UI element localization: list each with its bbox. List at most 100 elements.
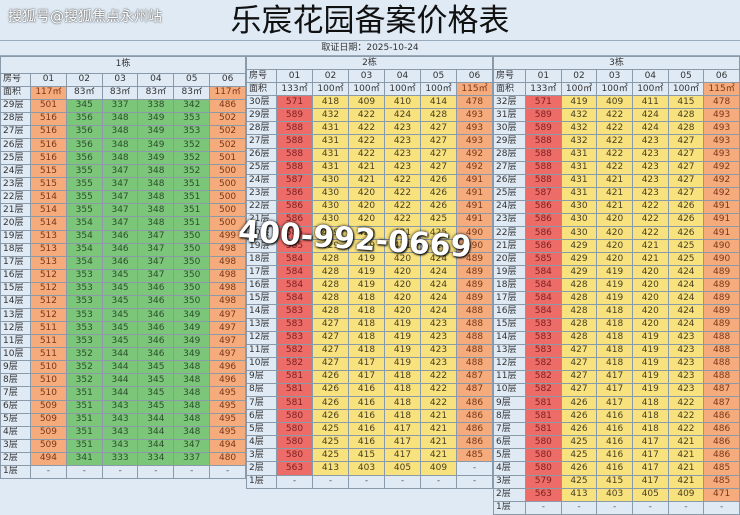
unit-price: 500 [209,177,246,192]
unit-price: 422 [420,369,457,384]
unit-price: 420 [596,252,633,267]
building-name: 3栋 [493,55,740,71]
unit-price: 514 [30,203,67,218]
unit-price: 489 [703,291,740,306]
unit-price: 586 [525,212,562,228]
unit-price: 347 [101,177,139,192]
unit-price: 501 [209,151,246,166]
floor-row: 14层 512 353 345 346 350 498 [0,294,246,309]
floor-label: 27层 [0,124,31,139]
unit-area: 133㎡ [525,82,562,97]
unit-price: 486 [456,409,493,424]
unit-area: 115㎡ [703,82,740,97]
unit-price: 493 [456,108,493,123]
unit-price: 420 [596,226,633,241]
floor-label: 21层 [246,212,277,228]
unit-price: 353 [65,334,103,349]
floor-label: 6层 [246,409,277,424]
floor-row: 16层 584 428 418 420 424 489 [493,304,740,319]
floor-label: 15层 [0,281,31,296]
unit-price: 416 [348,409,385,424]
unit-price: 492 [456,147,493,162]
floor-label: 13层 [246,317,277,332]
unit-price: 346 [137,294,175,309]
floor-label: 27层 [246,134,277,149]
unit-price: 516 [30,137,67,153]
unit-price: 419 [348,265,385,280]
unit-price: 418 [384,382,421,398]
floor-label: 19层 [246,239,277,254]
unit-price: 417 [631,448,669,463]
unit-price: 586 [525,226,562,241]
unit-price: 421 [631,252,669,267]
room-number: 06 [703,69,740,84]
unit-price: 495 [209,425,246,440]
floor-row: 22层 586 430 420 422 426 491 [246,199,493,214]
unit-price: - [209,464,246,480]
unit-price: 420 [348,226,385,241]
unit-price: 426 [312,382,349,398]
floor-row: 30层 589 432 422 424 428 493 [493,121,740,136]
room-number: 06 [456,69,493,84]
floor-row: 8层 510 352 344 345 348 496 [0,373,246,388]
unit-price: 424 [667,317,705,332]
unit-price: 427 [312,356,349,371]
source-watermark: 搜狐号@搜狐焦点永州站 [8,9,162,25]
unit-price: 356 [65,151,103,166]
floor-row: 26层 588 431 422 423 427 492 [246,147,493,162]
floor-label: 28层 [493,147,526,162]
unit-price: 422 [384,173,421,188]
unit-price: 427 [560,343,598,358]
unit-price: 422 [596,160,633,175]
unit-price: 353 [173,124,211,139]
floor-row: 11层 511 353 345 346 349 497 [0,334,246,349]
unit-price: 486 [456,422,493,437]
unit-price: 495 [209,412,246,427]
room-number: 01 [276,69,313,84]
floor-label: 13层 [493,343,526,358]
unit-price: 416 [348,382,385,398]
unit-price: 420 [631,291,669,306]
unit-price: 511 [30,334,67,349]
unit-price: 350 [173,281,211,296]
room-number: 06 [209,72,246,87]
unit-price: 421 [420,422,457,437]
unit-price: 426 [667,199,705,214]
unit-price: 427 [312,317,349,332]
floor-label: 2层 [493,487,526,502]
unit-price: 423 [667,343,705,358]
unit-price: 423 [420,343,457,358]
unit-price: 427 [667,173,705,188]
unit-price: 341 [65,451,103,466]
unit-price: 478 [456,95,493,110]
unit-price: 425 [667,252,705,267]
unit-price: 497 [209,307,246,323]
unit-price: 502 [209,137,246,153]
unit-price: 423 [384,134,421,149]
unit-price: 416 [348,435,385,450]
unit-price: 351 [173,190,211,205]
floor-label: 25层 [0,151,31,166]
unit-price: 338 [137,98,175,113]
unit-price: 409 [596,95,633,110]
unit-price: 417 [631,474,669,489]
unit-price: 345 [137,360,175,375]
unit-price: 346 [137,281,175,296]
unit-price: 333 [101,451,139,466]
unit-price: 582 [276,343,313,358]
unit-price: 350 [173,242,211,257]
unit-price: 431 [312,121,349,136]
floor-label: 25层 [493,186,526,201]
floor-label: 17层 [493,291,526,306]
unit-price: 347 [101,203,139,218]
floor-label: 26层 [246,147,277,162]
unit-area: 100㎡ [667,82,705,97]
unit-price: 418 [596,356,633,371]
unit-price: 588 [525,160,562,175]
floor-label: 28层 [246,121,277,136]
unit-price: 589 [525,121,562,136]
room-number: 05 [667,69,705,84]
floor-label: 16层 [493,304,526,319]
unit-price: 587 [276,173,313,188]
unit-price: 426 [312,396,349,411]
